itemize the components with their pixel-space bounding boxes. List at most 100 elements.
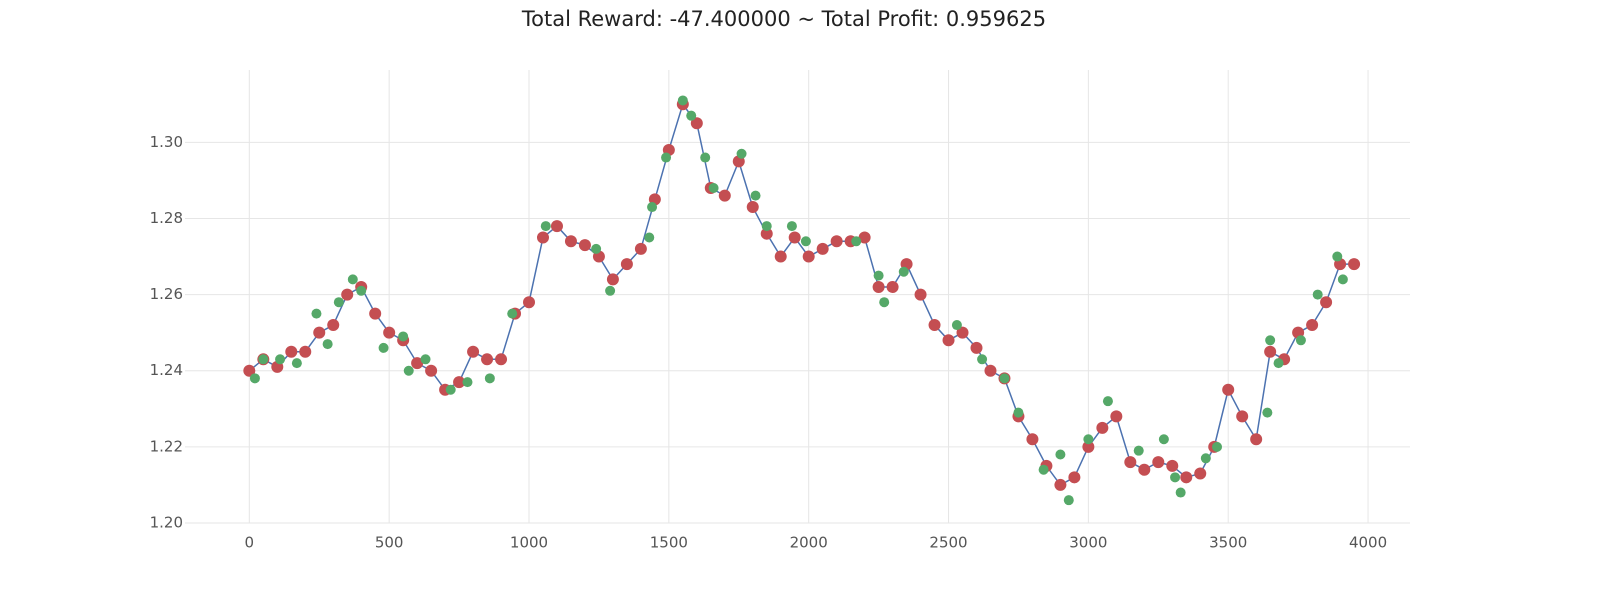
marker <box>760 227 773 240</box>
x-tick-label: 2500 <box>929 534 967 552</box>
marker <box>1250 433 1263 446</box>
marker <box>378 342 389 353</box>
marker <box>313 326 326 339</box>
marker <box>606 273 619 286</box>
marker <box>495 353 508 366</box>
marker <box>736 148 747 159</box>
marker <box>291 358 302 369</box>
marker <box>872 280 885 293</box>
marker <box>1166 459 1179 472</box>
marker <box>420 354 431 365</box>
marker <box>333 297 344 308</box>
x-tick-label: 2000 <box>790 534 828 552</box>
marker <box>690 117 703 130</box>
marker <box>1068 471 1081 484</box>
marker <box>453 376 466 389</box>
marker <box>341 288 354 301</box>
marker <box>999 373 1010 384</box>
marker <box>507 308 518 319</box>
marker <box>1222 383 1235 396</box>
marker <box>746 201 759 214</box>
marker <box>1265 335 1276 346</box>
marker <box>1170 472 1181 483</box>
marker <box>644 232 655 243</box>
marker <box>700 152 711 163</box>
marker <box>1013 407 1024 418</box>
x-tick-label: 4000 <box>1349 534 1387 552</box>
marker <box>1158 434 1169 445</box>
x-tick-label: 0 <box>245 534 255 552</box>
marker <box>243 364 256 377</box>
marker <box>411 357 424 370</box>
x-tick-label: 1000 <box>510 534 548 552</box>
marker <box>1082 440 1095 453</box>
marker <box>275 354 286 365</box>
x-tick-label: 1500 <box>650 534 688 552</box>
marker <box>1295 335 1306 346</box>
marker <box>1306 319 1319 332</box>
marker <box>1054 478 1067 491</box>
marker <box>1337 274 1348 285</box>
marker <box>786 221 797 232</box>
y-tick-label: 1.24 <box>150 361 183 379</box>
marker <box>620 258 633 271</box>
marker <box>1212 441 1223 452</box>
marker <box>647 202 658 213</box>
marker <box>873 270 884 281</box>
marker <box>984 364 997 377</box>
marker <box>1096 421 1109 434</box>
marker <box>774 250 787 263</box>
marker <box>356 285 367 296</box>
marker <box>956 326 969 339</box>
marker <box>802 250 815 263</box>
marker <box>1152 456 1165 469</box>
marker <box>1262 407 1273 418</box>
chart-title: Total Reward: -47.400000 ~ Total Profit:… <box>521 7 1046 31</box>
marker <box>311 308 322 319</box>
marker <box>467 345 480 358</box>
marker <box>970 341 983 354</box>
marker <box>718 189 731 202</box>
marker <box>445 384 456 395</box>
marker <box>540 221 551 232</box>
marker <box>481 353 494 366</box>
marker <box>1063 495 1074 506</box>
marker <box>285 345 298 358</box>
marker <box>816 242 829 255</box>
marker <box>322 339 333 350</box>
marker <box>928 319 941 332</box>
marker <box>591 243 602 254</box>
marker <box>951 320 962 331</box>
marker <box>347 274 358 285</box>
marker <box>686 110 697 121</box>
marker <box>750 190 761 201</box>
marker <box>564 235 577 248</box>
marker <box>425 364 438 377</box>
marker <box>879 297 890 308</box>
marker <box>858 231 871 244</box>
x-tick-label: 500 <box>375 534 404 552</box>
marker <box>1110 410 1123 423</box>
marker <box>1194 467 1207 480</box>
y-tick-label: 1.22 <box>150 437 183 455</box>
marker <box>914 288 927 301</box>
marker <box>550 220 563 233</box>
x-tick-label: 3000 <box>1069 534 1107 552</box>
marker <box>327 319 340 332</box>
marker <box>1102 396 1113 407</box>
marker <box>942 334 955 347</box>
marker <box>523 296 536 309</box>
y-tick-label: 1.26 <box>150 285 183 303</box>
marker <box>761 221 772 232</box>
y-tick-label: 1.28 <box>150 209 183 227</box>
marker <box>1273 358 1284 369</box>
marker <box>258 354 269 365</box>
marker <box>1332 251 1343 262</box>
marker <box>1175 487 1186 498</box>
marker <box>1124 456 1137 469</box>
marker <box>462 377 473 388</box>
marker <box>800 236 811 247</box>
x-tick-label: 3500 <box>1209 534 1247 552</box>
marker <box>661 152 672 163</box>
